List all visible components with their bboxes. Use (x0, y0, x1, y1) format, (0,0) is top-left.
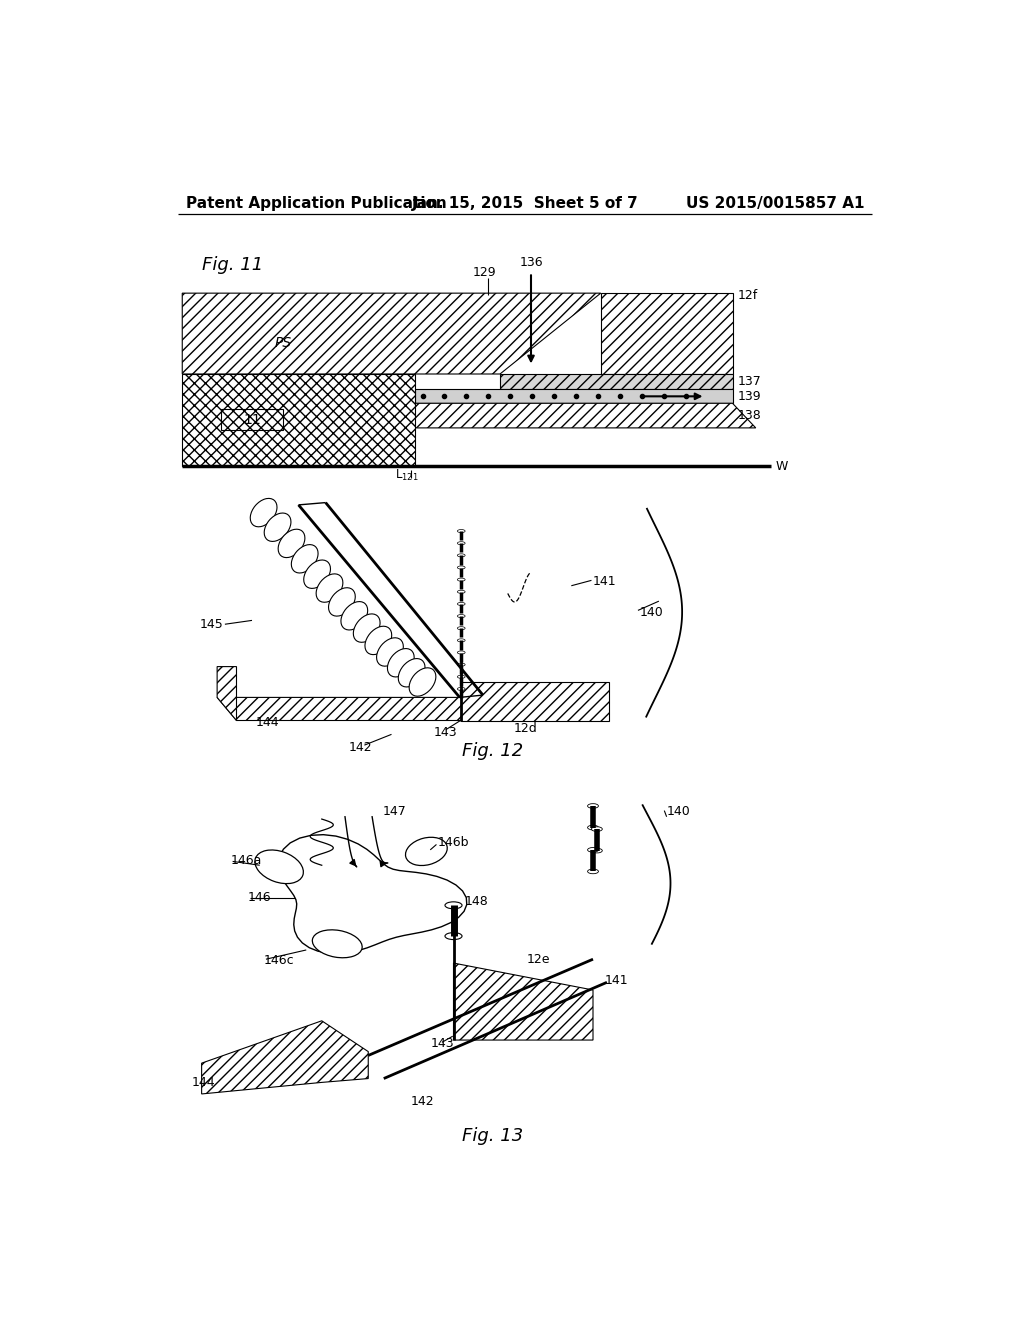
Text: 129: 129 (473, 265, 497, 279)
Text: 146: 146 (248, 891, 271, 904)
Text: 141: 141 (604, 974, 629, 987)
Text: 148: 148 (465, 895, 488, 908)
Ellipse shape (458, 663, 465, 667)
Polygon shape (601, 293, 732, 374)
Ellipse shape (398, 659, 425, 686)
Text: Fig. 11: Fig. 11 (202, 256, 263, 273)
Ellipse shape (316, 574, 343, 602)
Text: 138: 138 (738, 409, 762, 422)
Ellipse shape (592, 849, 602, 853)
Polygon shape (415, 404, 756, 428)
Ellipse shape (458, 688, 465, 690)
Text: 137: 137 (738, 375, 762, 388)
Ellipse shape (458, 651, 465, 653)
Ellipse shape (458, 529, 465, 532)
Text: W: W (775, 459, 787, 473)
Ellipse shape (458, 590, 465, 593)
Text: Jan. 15, 2015  Sheet 5 of 7: Jan. 15, 2015 Sheet 5 of 7 (412, 195, 638, 211)
Ellipse shape (410, 668, 436, 696)
Ellipse shape (592, 826, 602, 832)
Ellipse shape (387, 648, 414, 677)
Polygon shape (454, 964, 593, 1040)
Text: US 2015/0015857 A1: US 2015/0015857 A1 (686, 195, 864, 211)
Ellipse shape (458, 676, 465, 678)
Polygon shape (217, 667, 237, 721)
Ellipse shape (588, 869, 598, 874)
Text: 142: 142 (349, 741, 373, 754)
Ellipse shape (458, 615, 465, 618)
Ellipse shape (292, 545, 318, 573)
Text: 12f: 12f (738, 289, 758, 302)
Polygon shape (217, 697, 480, 721)
Polygon shape (415, 389, 732, 404)
Ellipse shape (458, 566, 465, 569)
Polygon shape (461, 682, 608, 721)
Ellipse shape (588, 804, 598, 808)
Text: 143: 143 (430, 1038, 454, 1051)
Text: PS: PS (274, 337, 292, 350)
Text: 142: 142 (411, 1096, 434, 1109)
Text: $\mathsf{L}_{121}$: $\mathsf{L}_{121}$ (395, 469, 419, 483)
Ellipse shape (458, 602, 465, 606)
Polygon shape (500, 374, 732, 389)
Ellipse shape (458, 554, 465, 557)
Text: 12e: 12e (527, 953, 551, 966)
Polygon shape (182, 293, 601, 374)
Ellipse shape (445, 902, 462, 908)
Text: 136: 136 (519, 256, 543, 269)
Text: 144: 144 (191, 1076, 215, 1089)
Ellipse shape (458, 627, 465, 630)
Text: 12d: 12d (514, 722, 538, 735)
Ellipse shape (304, 560, 331, 589)
Ellipse shape (458, 639, 465, 642)
Ellipse shape (312, 929, 362, 958)
Ellipse shape (250, 499, 276, 527)
Ellipse shape (341, 602, 368, 630)
Ellipse shape (445, 933, 462, 940)
Text: 144: 144 (256, 715, 280, 729)
Ellipse shape (458, 578, 465, 581)
Text: 145: 145 (200, 618, 223, 631)
Text: 139: 139 (738, 389, 762, 403)
Ellipse shape (279, 529, 305, 557)
Polygon shape (182, 374, 415, 466)
Text: 141: 141 (593, 576, 616, 589)
Bar (221, 409, 283, 430)
Ellipse shape (588, 825, 598, 830)
Ellipse shape (353, 614, 380, 643)
Ellipse shape (406, 837, 447, 866)
Text: 143: 143 (434, 726, 458, 739)
Ellipse shape (255, 850, 303, 883)
Ellipse shape (377, 638, 403, 667)
Text: 146b: 146b (438, 836, 469, 849)
Ellipse shape (264, 513, 291, 541)
Ellipse shape (458, 541, 465, 545)
Text: Fig. 13: Fig. 13 (462, 1127, 523, 1146)
Text: 146c: 146c (263, 954, 294, 968)
Text: 147: 147 (382, 805, 406, 818)
Polygon shape (202, 1020, 369, 1094)
Ellipse shape (365, 626, 392, 655)
Ellipse shape (588, 847, 598, 853)
Text: Patent Application Publication: Patent Application Publication (186, 195, 446, 211)
Text: Fig. 12: Fig. 12 (462, 742, 523, 760)
Text: 140: 140 (667, 805, 690, 818)
Ellipse shape (329, 587, 355, 616)
Polygon shape (279, 834, 467, 953)
Text: 11: 11 (243, 413, 261, 428)
Text: 140: 140 (640, 606, 664, 619)
Text: 146a: 146a (230, 854, 262, 867)
